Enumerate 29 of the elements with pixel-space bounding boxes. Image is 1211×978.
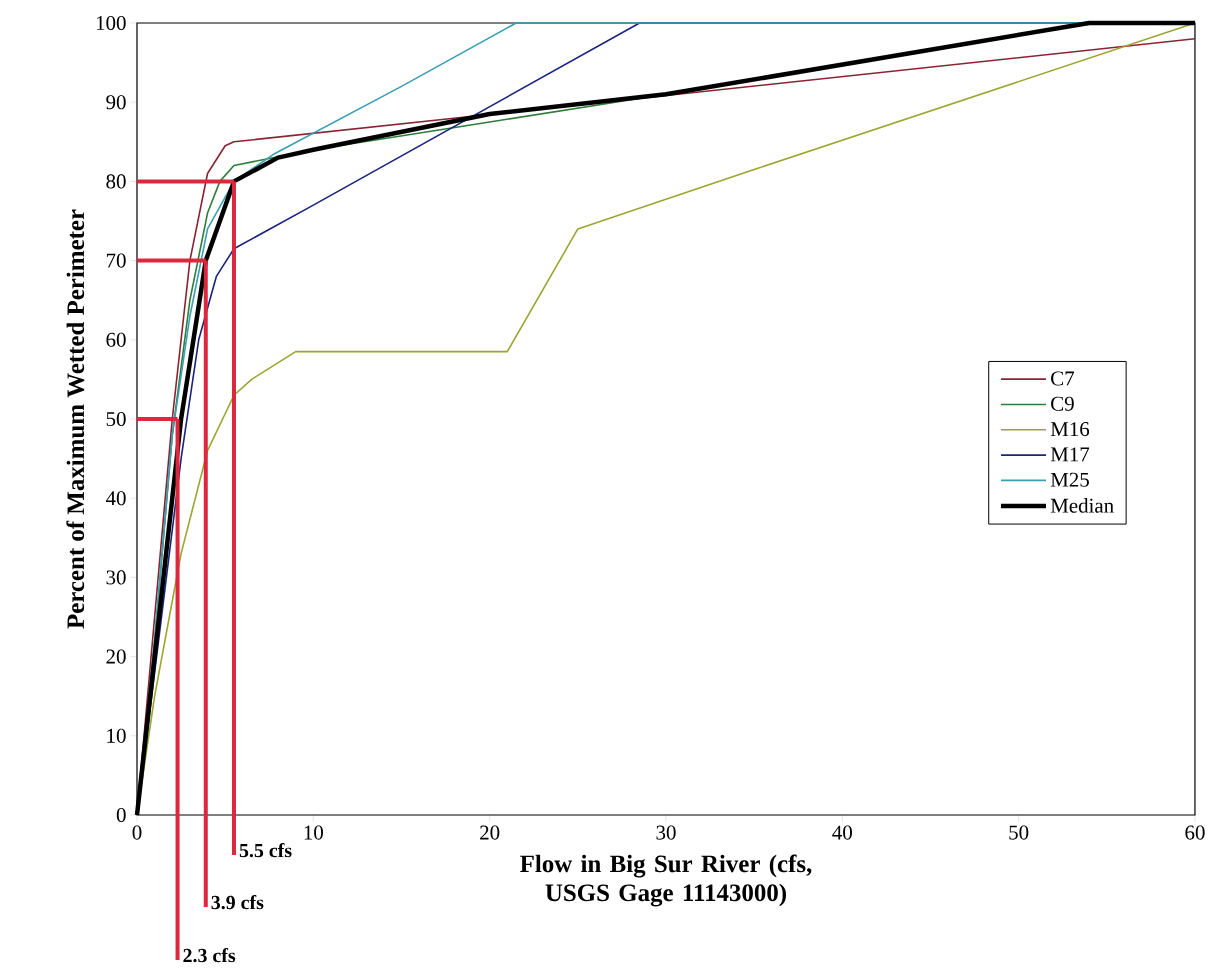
y-tick-label: 20 <box>106 649 126 664</box>
legend-label: Median <box>1050 498 1114 513</box>
x-axis-title: Flow in Big Sur River (cfs, USGS Gage 11143000) <box>520 854 812 907</box>
legend-label: C9 <box>1051 396 1074 411</box>
x-tick-label: 0 <box>132 825 142 840</box>
ref-line-label: 5.5 cfs <box>239 843 292 858</box>
y-tick-label: 80 <box>106 174 126 189</box>
y-tick-label: 40 <box>105 491 126 506</box>
x-tick-label: 50 <box>1009 825 1029 840</box>
legend-label: M16 <box>1050 422 1090 437</box>
ref-line-label: 2.3 cfs <box>183 948 236 963</box>
x-tick-label: 20 <box>480 825 500 840</box>
x-tick-label: 10 <box>304 825 323 840</box>
legend-label: M25 <box>1050 472 1089 487</box>
x-tick-label: 30 <box>656 825 676 840</box>
y-tick-label: 60 <box>106 332 126 347</box>
x-tick-label: 60 <box>1185 825 1205 840</box>
y-axis-title: Percent of Maximum Wetted Perimeter <box>66 209 85 629</box>
y-tick-label: 30 <box>106 570 126 585</box>
y-tick-label: 0 <box>116 807 126 823</box>
y-tick-label: 70 <box>106 253 126 268</box>
y-tick-label: 10 <box>107 728 126 743</box>
y-tick-label: 100 <box>96 15 126 31</box>
ref-line-label: 3.9 cfs <box>211 895 264 910</box>
y-tick-label: 50 <box>106 411 126 427</box>
legend-label: C7 <box>1051 371 1075 386</box>
legend-label: M17 <box>1050 447 1090 462</box>
x-tick-label: 40 <box>832 825 852 840</box>
y-tick-label: 90 <box>106 95 126 110</box>
